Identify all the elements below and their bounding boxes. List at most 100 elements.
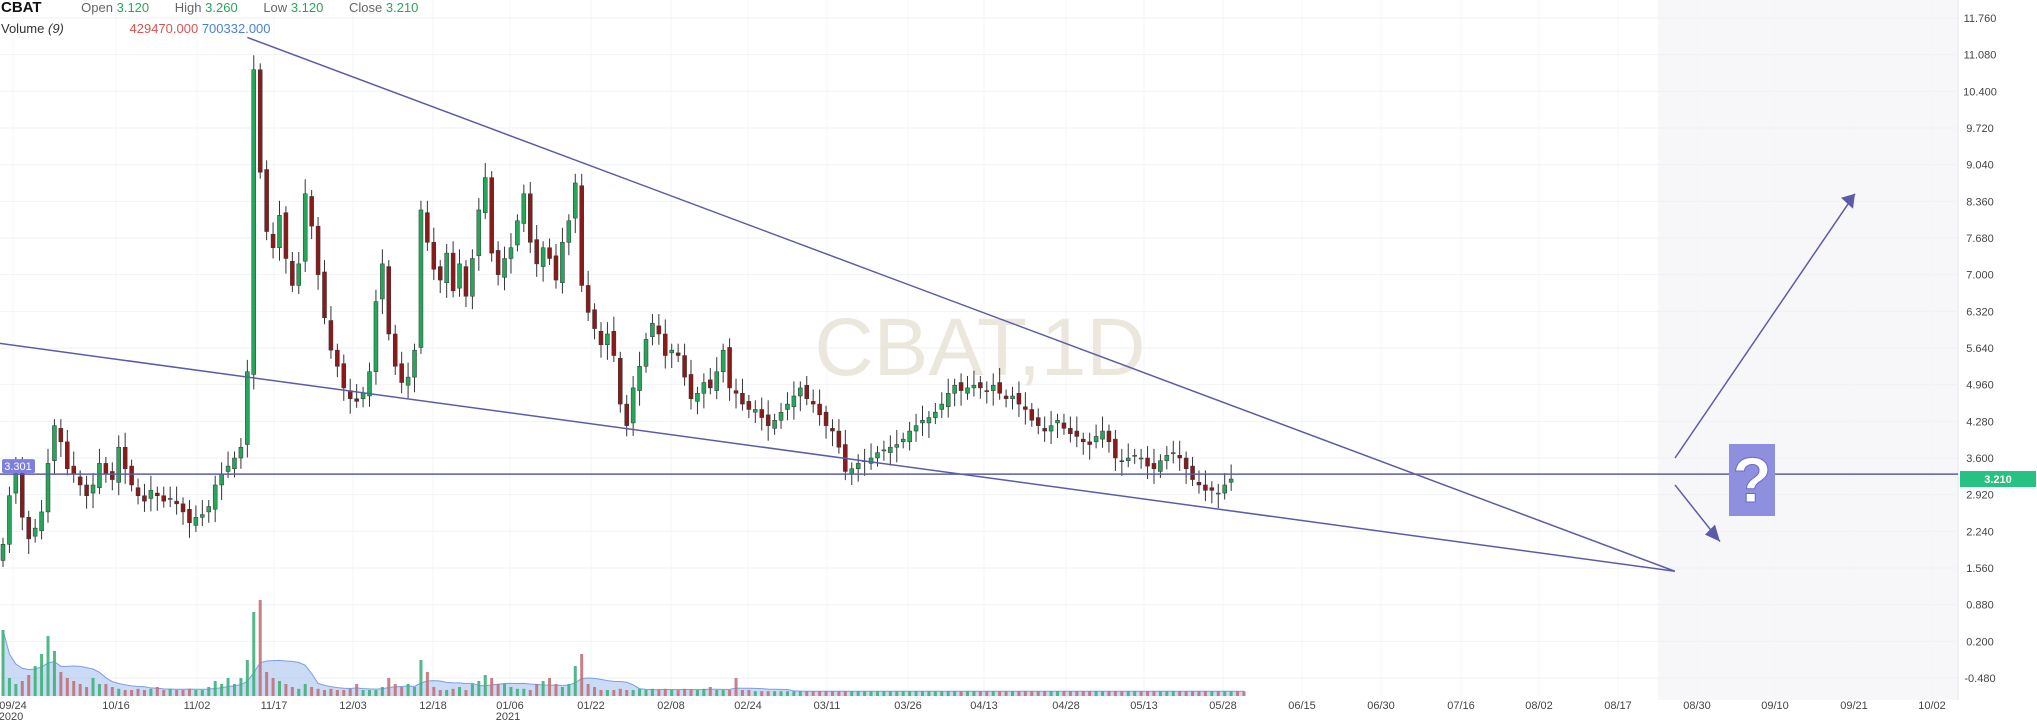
candle-body (167, 498, 173, 500)
volume-bar (1184, 691, 1188, 696)
question-box (1729, 444, 1775, 516)
volume-bar (361, 690, 365, 696)
candle-body (264, 169, 269, 232)
volume-bar (72, 681, 76, 696)
volume-bar (901, 691, 905, 696)
volume-bar (612, 690, 616, 696)
y-tick-label: 9.040 (1966, 160, 1994, 172)
volume-bar (528, 690, 532, 696)
candles (0, 55, 1234, 567)
x-tick-label: 01/06 (496, 700, 524, 712)
volume-ma-value: 700332.000 (201, 21, 271, 36)
candle-body (868, 457, 874, 464)
candle-body (32, 527, 38, 537)
candle-body (1183, 457, 1189, 470)
volume-bar (1197, 691, 1201, 696)
candle-body (450, 252, 456, 292)
volume-bar (181, 690, 185, 696)
candle-body (1003, 395, 1009, 399)
x-tick-label: 12/18 (419, 700, 447, 712)
candle-body (997, 382, 1002, 394)
candle-body (1113, 438, 1118, 459)
candle-body (1190, 465, 1195, 480)
volume-bar (1191, 691, 1195, 696)
candle-body (772, 420, 777, 429)
candle-body (495, 250, 501, 275)
volume-bar (27, 675, 31, 696)
candle-body (45, 463, 51, 513)
candle-body (39, 511, 44, 532)
volume-bar (548, 678, 552, 696)
volume-bar (59, 672, 63, 696)
volume-bar (277, 681, 281, 696)
volume-bar (966, 691, 969, 696)
candle-body (907, 430, 912, 443)
x-tick-label: 03/11 (814, 700, 841, 712)
candle-body (142, 495, 147, 502)
candle-body (952, 384, 957, 394)
candle-body (1209, 487, 1215, 491)
y-axis: 11.760 11.080 10.400 9.720 9.040 8.360 7.680 7.… (1960, 13, 2036, 685)
volume-bar (670, 690, 674, 696)
drawings: 3.301? (0, 36, 1958, 572)
volume-bar (1203, 691, 1207, 696)
candle-body (894, 444, 900, 448)
volume-bar (458, 687, 462, 696)
volume-bar (97, 684, 101, 696)
candle-body (1093, 436, 1099, 443)
candle-body (212, 484, 218, 510)
y-tick-label: 8.360 (1966, 196, 1994, 208)
wedge-upper-line (247, 36, 1676, 572)
candle-body (1151, 463, 1157, 470)
x-tick-label: 11/02 (184, 700, 211, 712)
candle-body (77, 476, 83, 486)
candle-body (193, 517, 199, 526)
candle-body (1216, 492, 1221, 495)
volume-bar (413, 687, 417, 696)
candle-body (656, 325, 662, 335)
volume-bar (168, 688, 172, 696)
volume-bar (618, 688, 622, 696)
candle-body (785, 403, 790, 410)
volume-bar (1049, 691, 1053, 696)
volume-bar (477, 681, 481, 696)
volume-bar (297, 688, 301, 696)
volume-bar (728, 690, 732, 696)
volume-bar (142, 690, 146, 696)
candle-body (309, 196, 314, 227)
y-tick-label: 4.280 (1966, 416, 1994, 428)
volume-bar (805, 691, 809, 696)
candle-body (341, 363, 347, 389)
volume-bar (856, 691, 860, 696)
candle-body (900, 438, 906, 443)
candle-body (322, 271, 327, 319)
high-label: High (174, 0, 202, 15)
volume-bar (605, 690, 609, 696)
volume-bar (483, 675, 487, 696)
volume-bar (432, 687, 436, 696)
candle-body (1016, 393, 1022, 405)
volume-bar (46, 636, 50, 696)
candle-body (1132, 455, 1137, 457)
volume-bar (91, 678, 95, 696)
candle-body (65, 441, 70, 470)
arrow-up-head (1841, 193, 1855, 209)
candle-body (1029, 409, 1035, 421)
candle-body (534, 239, 539, 265)
candle-body (1177, 455, 1182, 459)
volume-bar (123, 690, 127, 696)
candle-body (560, 242, 565, 284)
candle-body (682, 355, 687, 378)
volume-bar (316, 688, 320, 696)
volume-bar (104, 684, 108, 696)
volume-bar (40, 654, 44, 696)
volume-bar (348, 688, 352, 696)
x-tick-label: 04/13 (970, 700, 998, 712)
volume-bar (490, 678, 494, 696)
volume-bar (753, 691, 757, 696)
candle-body (733, 390, 739, 394)
volume-bar (1178, 691, 1182, 696)
volume-bar (811, 691, 815, 696)
volume-bar (747, 690, 751, 696)
